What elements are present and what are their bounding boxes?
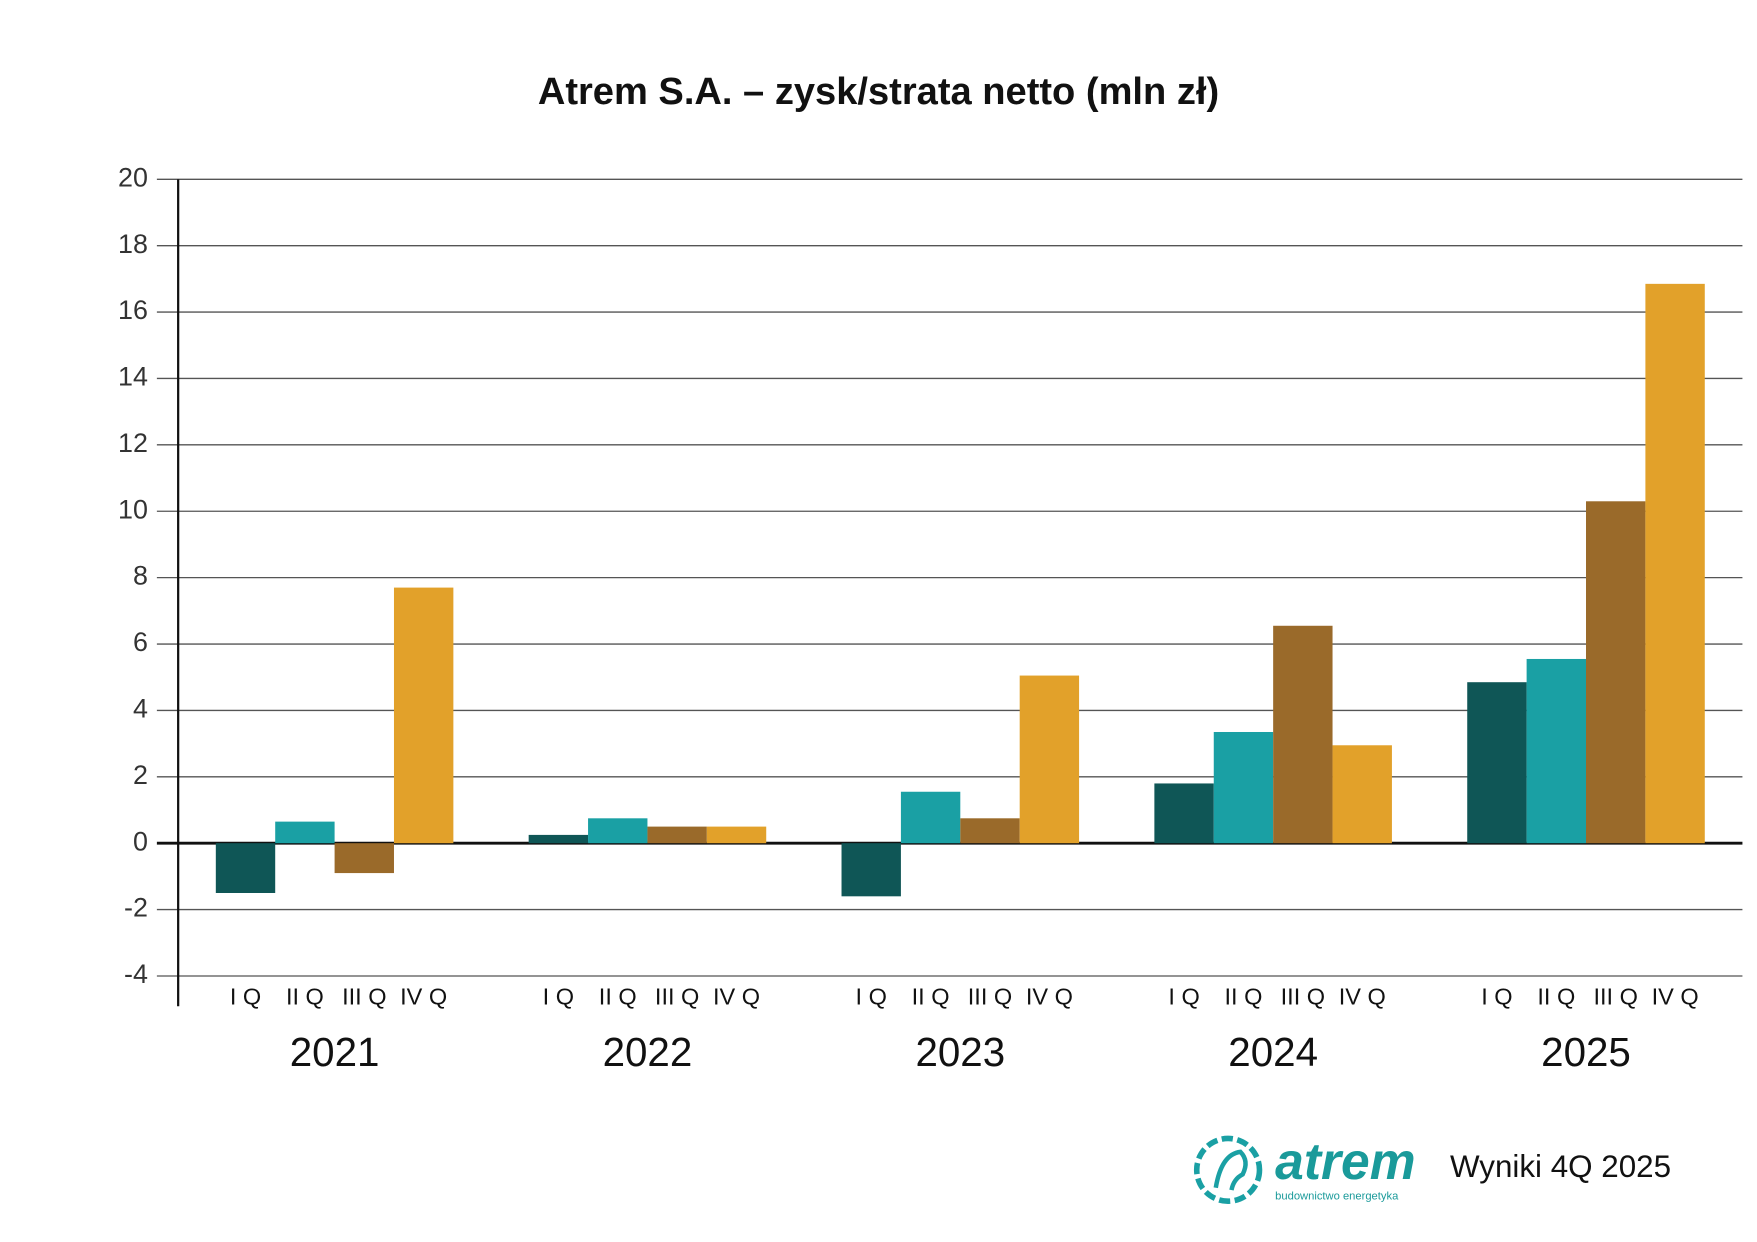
- logo: [1193, 1135, 1263, 1205]
- quarter-label: IV Q: [1026, 984, 1073, 1010]
- quarter-label: I Q: [1481, 984, 1512, 1010]
- bar: [1645, 283, 1705, 844]
- bar: [1019, 675, 1080, 844]
- x-tick-label: 2021: [290, 1029, 380, 1075]
- y-tick-label: 10: [118, 494, 148, 524]
- bar: [528, 834, 589, 844]
- logo-icon: [1193, 1135, 1263, 1205]
- quarter-label: II Q: [1225, 984, 1263, 1010]
- quarter-label: I Q: [543, 984, 574, 1010]
- bar: [1332, 745, 1392, 844]
- bar: [706, 826, 767, 844]
- x-tick-label: 2025: [1541, 1029, 1631, 1075]
- x-tick-label: 2024: [1228, 1029, 1318, 1075]
- logo-text: atrem: [1275, 1132, 1415, 1190]
- y-tick-label: 14: [118, 362, 148, 392]
- quarter-label: IV Q: [1339, 984, 1386, 1010]
- logo-icon: [1213, 1149, 1248, 1191]
- quarter-label: II Q: [912, 984, 950, 1010]
- quarter-label: III Q: [1593, 984, 1637, 1010]
- quarter-label: I Q: [1168, 984, 1199, 1010]
- chart-title: Atrem S.A. – zysk/strata netto (mln zł): [538, 71, 1219, 113]
- quarter-label: II Q: [286, 984, 324, 1010]
- bar: [1213, 731, 1274, 844]
- bar: [1273, 625, 1333, 844]
- bar: [900, 791, 961, 844]
- bar: [588, 818, 648, 844]
- footer-caption: Wyniki 4Q 2025: [1450, 1149, 1671, 1184]
- bar: [215, 843, 276, 893]
- quarter-label: IV Q: [400, 984, 447, 1010]
- quarter-label: I Q: [230, 984, 261, 1010]
- bar: [1526, 658, 1587, 844]
- bar: [960, 818, 1020, 844]
- quarter-label: III Q: [655, 984, 699, 1010]
- bar: [647, 826, 707, 844]
- y-tick-label: 2: [133, 760, 148, 790]
- bar: [1467, 682, 1527, 844]
- quarter-label: IV Q: [1652, 984, 1699, 1010]
- y-tick-label: -2: [124, 893, 148, 923]
- y-tick-label: -4: [124, 959, 148, 989]
- bar: [841, 843, 901, 897]
- y-tick-label: 4: [133, 694, 148, 724]
- bar: [1154, 783, 1214, 844]
- quarter-label: III Q: [968, 984, 1012, 1010]
- y-tick-label: 6: [133, 627, 148, 657]
- y-tick-label: 18: [118, 229, 148, 259]
- y-tick-label: 0: [133, 826, 148, 856]
- y-tick-label: 16: [118, 295, 148, 325]
- x-tick-label: 2022: [603, 1029, 693, 1075]
- quarter-label: III Q: [342, 984, 386, 1010]
- logo-tagline: budownictwo energetyka: [1275, 1191, 1399, 1203]
- quarter-label: II Q: [599, 984, 637, 1010]
- quarter-label: I Q: [856, 984, 887, 1010]
- bar: [334, 843, 394, 874]
- quarter-label: IV Q: [713, 984, 760, 1010]
- bar: [1586, 501, 1646, 844]
- y-tick-label: 12: [118, 428, 148, 458]
- y-tick-label: 20: [118, 162, 148, 192]
- quarter-label: III Q: [1281, 984, 1325, 1010]
- y-tick-label: 8: [133, 561, 148, 591]
- bar: [393, 587, 454, 844]
- quarter-label: II Q: [1537, 984, 1575, 1010]
- x-tick-label: 2023: [915, 1029, 1005, 1075]
- bar: [275, 821, 335, 844]
